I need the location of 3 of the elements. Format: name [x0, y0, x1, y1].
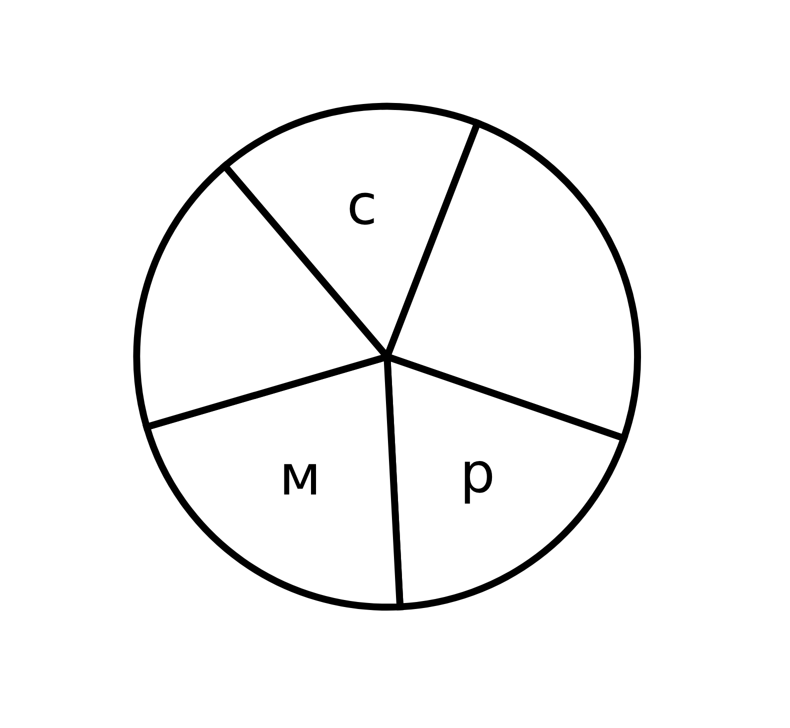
- slice-label: м: [284, 464, 316, 495]
- slice-label: p: [464, 460, 492, 504]
- slice-label: c: [350, 192, 374, 225]
